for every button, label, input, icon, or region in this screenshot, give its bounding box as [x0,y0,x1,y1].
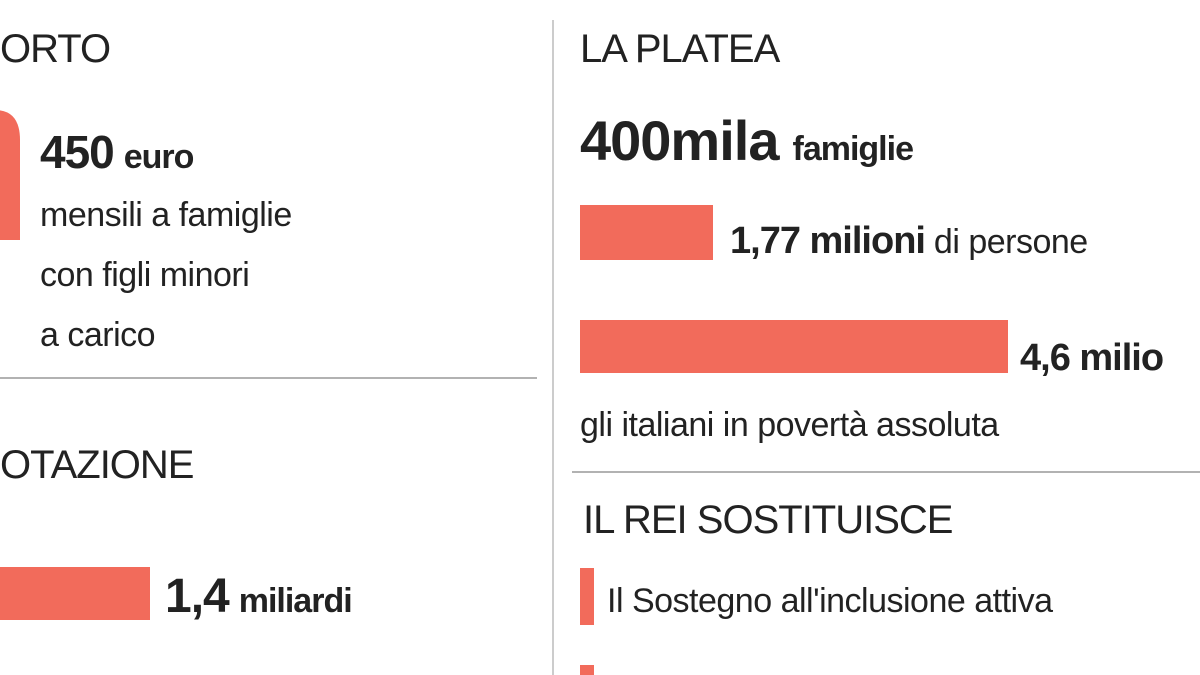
item: Il Sostegno all'inclusione attiva [607,582,1053,620]
amount-value: 450 [40,126,114,178]
amount: 400mila famiglie [580,109,913,172]
heading: ORTO [0,27,110,71]
heading: IL REI SOSTITUISCE [583,498,952,542]
bar [580,320,1008,373]
people-rest: di persone [925,223,1088,261]
bar [580,205,713,260]
caption: gli italiani in povertà assoluta [580,406,999,444]
heading: OTAZIONE [0,443,193,487]
bar [0,567,150,620]
bullet [580,665,594,675]
description: con figli minori [40,256,249,294]
heading: LA PLATEA [580,27,781,71]
amount-unit: famiglie [793,130,914,168]
amount-unit: euro [124,138,194,176]
bullet [580,568,594,625]
description: a carico [40,316,155,354]
amount: 450 euro [40,126,194,178]
people: 1,77 milioni di persone [730,220,1088,262]
amount-value: 400mila [580,109,780,172]
people-amount: 1,77 milioni [730,220,925,262]
amount-unit: miliardi [239,582,352,620]
amount-value: 1,4 [165,570,230,623]
amount: 1,4 miliardi [165,570,352,623]
decoration [0,110,20,240]
poor-amount: 4,6 milio [1020,337,1163,379]
description: mensili a famiglie [40,196,292,234]
